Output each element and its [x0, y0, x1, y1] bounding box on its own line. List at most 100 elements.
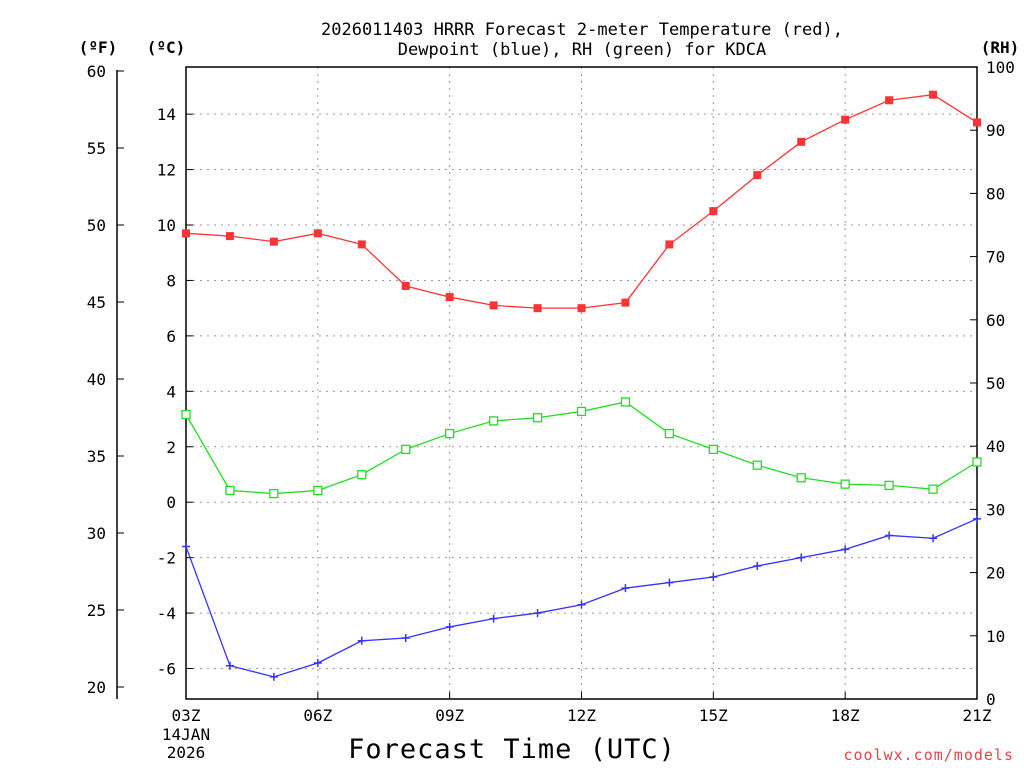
date-label-day: 14JAN — [162, 725, 210, 744]
dewpoint-point — [401, 634, 410, 643]
rh-point — [445, 428, 455, 439]
rh-point — [840, 479, 850, 489]
rh-tick-label: 60 — [986, 311, 1005, 330]
rh-point — [488, 416, 499, 426]
rh-point — [664, 428, 675, 439]
series-layer — [181, 90, 982, 681]
celsius-tick-label: 12 — [157, 161, 176, 180]
temperature-point — [621, 298, 630, 307]
rh-point — [928, 484, 938, 494]
temperature-point — [577, 304, 586, 313]
dewpoint-point — [577, 600, 586, 609]
rh-point — [269, 488, 279, 499]
temperature-point — [665, 240, 674, 249]
time-tick-label: 03Z — [172, 706, 201, 725]
dewpoint-point — [841, 545, 850, 554]
fahrenheit-tick-label: 40 — [87, 370, 106, 389]
rh-point — [225, 485, 235, 496]
rh-tick-label: 70 — [986, 248, 1005, 267]
fahrenheit-tick-label: 55 — [87, 139, 106, 158]
time-tick-label: 15Z — [699, 706, 728, 725]
fahrenheit-tick-label: 35 — [87, 447, 106, 466]
fahrenheit-tick-label: 45 — [87, 293, 106, 312]
rh-tick-label: 20 — [986, 564, 1005, 583]
celsius-tick-label: 10 — [157, 216, 176, 235]
temperature-point — [929, 90, 938, 99]
dewpoint-point — [182, 542, 190, 551]
rh-point — [532, 413, 543, 423]
temperature-point — [357, 240, 366, 249]
rh-tick-label: 0 — [986, 690, 996, 709]
dewpoint-point — [665, 578, 674, 587]
fahrenheit-tick-label: 25 — [87, 601, 106, 620]
credit-text: coolwx.com/models — [843, 746, 1014, 764]
grid-lines — [186, 67, 977, 699]
rh-point — [620, 397, 631, 407]
temperature-series — [182, 90, 981, 313]
celsius-tick-label: 6 — [166, 327, 176, 346]
temperature-point — [313, 229, 322, 238]
dewpoint-point — [489, 614, 498, 623]
celsius-tick-label: 4 — [166, 382, 176, 401]
dewpoint-point — [885, 531, 894, 540]
fahrenheit-axis: 20 25 30 35 40 45 50 55 60 — [87, 62, 124, 697]
rh-point — [972, 457, 982, 467]
temperature-point — [797, 137, 806, 146]
celsius-tick-label: -2 — [157, 549, 176, 568]
temperature-point — [269, 237, 278, 246]
temperature-point — [401, 281, 410, 290]
rh-point — [181, 409, 191, 420]
fahrenheit-tick-label: 30 — [87, 524, 106, 543]
celsius-tick-label: -6 — [157, 660, 176, 679]
date-label-year: 2026 — [167, 743, 206, 762]
celsius-tick-label: 8 — [166, 271, 176, 290]
rh-point — [313, 485, 323, 496]
temperature-point — [445, 293, 454, 302]
rh-tick-label: 10 — [986, 627, 1005, 646]
temperature-point — [973, 118, 981, 127]
temperature-point — [841, 115, 850, 124]
fahrenheit-unit-label: (ºF) — [79, 38, 118, 57]
chart-title-line-2: Dewpoint (blue), RH (green) for KDCA — [398, 40, 766, 60]
celsius-tick-label: 14 — [157, 105, 176, 124]
dewpoint-series — [182, 514, 981, 681]
rh-tick-label: 30 — [986, 500, 1005, 519]
dewpoint-point — [929, 534, 938, 543]
dewpoint-point — [753, 561, 762, 570]
dewpoint-point — [973, 514, 981, 523]
dewpoint-point — [797, 553, 806, 562]
rh-series — [181, 397, 982, 499]
rh-tick-label: 40 — [986, 437, 1005, 456]
dewpoint-point — [225, 661, 234, 670]
rh-point — [752, 460, 762, 470]
temperature-point — [182, 229, 190, 238]
temperature-point — [885, 96, 894, 105]
rh-point — [796, 473, 806, 483]
celsius-axis: -6 -4 -2 0 2 4 6 8 10 12 14 — [157, 105, 193, 679]
dewpoint-point — [533, 609, 542, 618]
dewpoint-point — [709, 573, 718, 582]
rh-point — [401, 444, 411, 455]
rh-axis: 0 10 20 30 40 50 60 70 80 90 100 — [970, 58, 1015, 709]
fahrenheit-tick-label: 20 — [87, 678, 106, 697]
time-tick-label: 18Z — [831, 706, 860, 725]
rh-point — [576, 406, 587, 417]
rh-tick-label: 90 — [986, 121, 1005, 140]
celsius-tick-label: -4 — [157, 604, 176, 623]
celsius-unit-label: (ºC) — [147, 38, 186, 57]
fahrenheit-tick-label: 50 — [87, 216, 106, 235]
temperature-point — [709, 207, 718, 216]
dewpoint-point — [445, 622, 454, 631]
x-axis-label: Forecast Time (UTC) — [348, 734, 676, 765]
time-tick-label: 09Z — [435, 706, 464, 725]
temperature-point — [753, 171, 762, 180]
rh-tick-label: 100 — [986, 58, 1015, 77]
dewpoint-point — [621, 584, 630, 593]
fahrenheit-tick-label: 60 — [87, 62, 106, 81]
dewpoint-point — [357, 636, 366, 645]
temperature-point — [489, 301, 498, 310]
rh-tick-label: 50 — [986, 374, 1005, 393]
dewpoint-line — [185, 518, 978, 678]
celsius-tick-label: 0 — [166, 493, 176, 512]
